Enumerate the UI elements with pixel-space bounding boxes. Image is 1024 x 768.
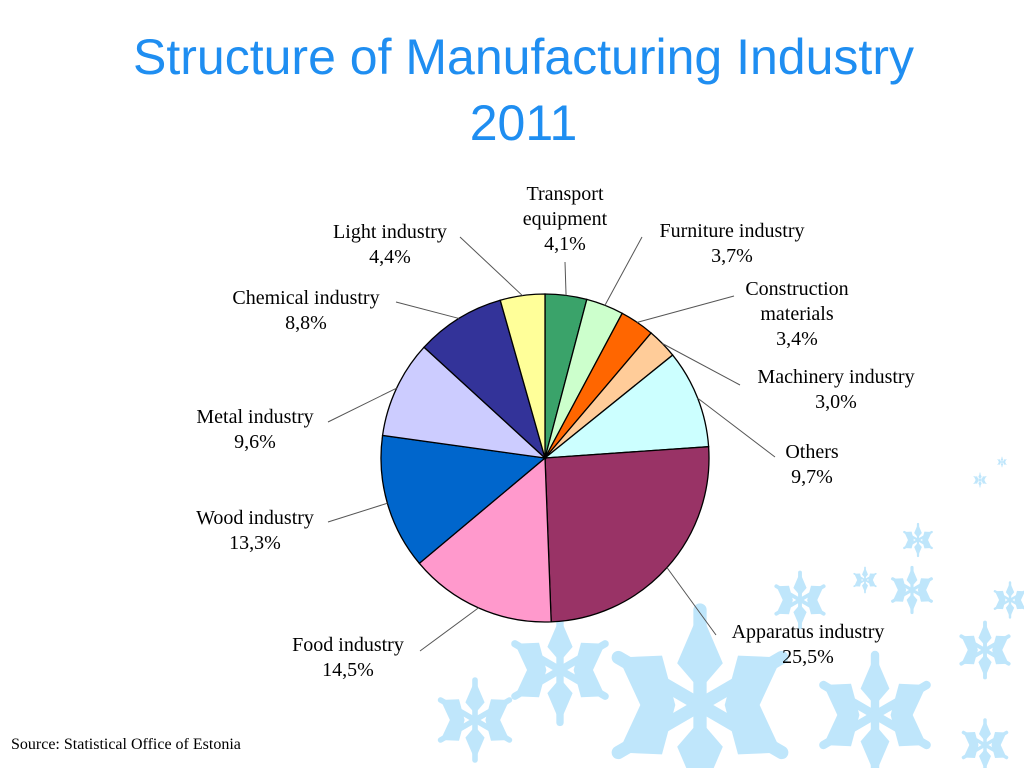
pie-slice-light-industry (499, 293, 546, 459)
slice-label-transport-equipment: Transport equipment 4,1% (523, 183, 608, 255)
slice-label-food-industry: Food industry 14,5% (292, 634, 404, 681)
leader-line-light-industry (459, 236, 523, 296)
pie-slice-chemical-industry (423, 299, 547, 461)
slice-label-apparatus-industry: Apparatus industry 25,5% (732, 621, 885, 668)
slice-label-construction-materials: Construction materials 3,4% (745, 278, 848, 350)
pie-slice-wood-industry (380, 434, 547, 565)
title-line-1: Structure of Manufacturing Industry (133, 29, 914, 85)
leader-line-furniture-industry (604, 236, 643, 306)
pie-slice-others (542, 354, 710, 459)
pie-slice-metal-industry (381, 346, 547, 459)
slice-label-light-industry: Light industry 4,4% (333, 221, 447, 268)
title-line-2: 2011 (469, 95, 578, 151)
leader-line-others (697, 397, 776, 458)
slice-label-machinery-industry: Machinery industry 3,0% (757, 366, 914, 413)
slice-label-metal-industry: Metal industry 9,6% (196, 406, 313, 453)
leader-line-apparatus-industry (666, 567, 717, 636)
slice-label-wood-industry: Wood industry 13,3% (196, 507, 314, 554)
slice-label-others: Others 9,7% (785, 441, 839, 488)
slice-label-furniture-industry: Furniture industry 3,7% (660, 220, 805, 267)
source-note: Source: Statistical Office of Estonia (11, 736, 241, 753)
leader-line-transport-equipment (564, 261, 567, 296)
leader-line-chemical-industry (395, 301, 459, 319)
leader-line-food-industry (419, 607, 479, 652)
pie-slice-apparatus-industry (544, 445, 710, 623)
slice-label-chemical-industry: Chemical industry 8,8% (232, 287, 379, 334)
pie-slice-food-industry (418, 456, 552, 623)
page-title: Structure of Manufacturing Industry 2011 (0, 24, 1024, 156)
leader-line-wood-industry (327, 502, 388, 523)
leader-line-construction-materials (637, 295, 735, 323)
leader-line-machinery-industry (662, 343, 741, 386)
leader-line-metal-industry (327, 387, 397, 423)
